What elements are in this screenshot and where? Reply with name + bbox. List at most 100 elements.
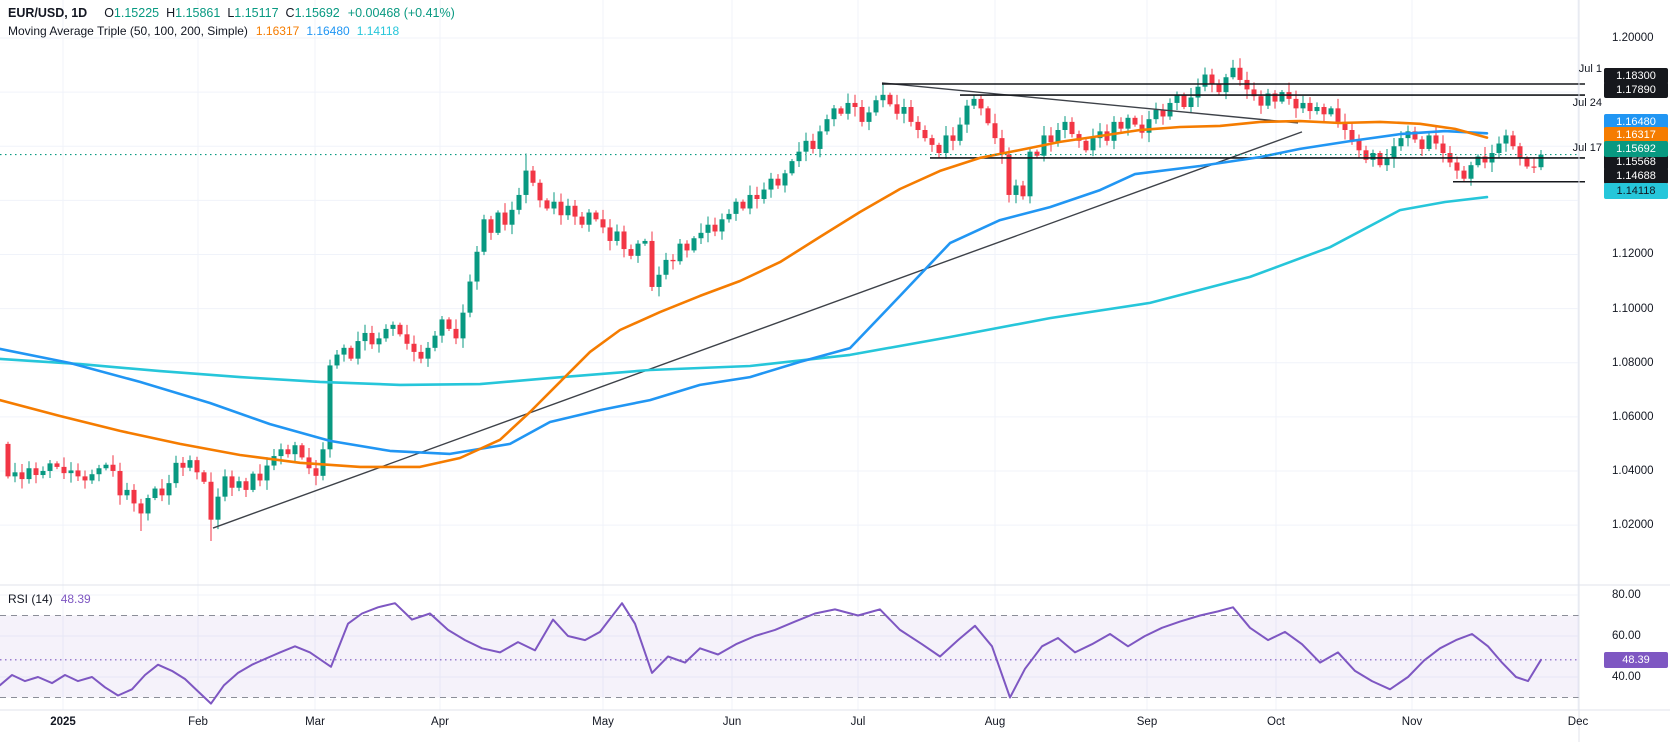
candle-body <box>1391 146 1397 159</box>
candle-body <box>698 232 704 239</box>
candle-body <box>1111 121 1117 141</box>
time-axis-label[interactable]: Feb <box>188 716 208 728</box>
candle-body <box>726 213 732 220</box>
candle-body <box>1475 156 1481 166</box>
symbol-title[interactable]: EUR/USD, 1D <box>8 6 88 20</box>
candle-body <box>656 274 662 287</box>
candle-body <box>467 281 473 313</box>
price-axis-label[interactable]: 1.12000 <box>1612 248 1654 261</box>
candle-body <box>929 138 935 145</box>
rsi-line[interactable] <box>0 602 1542 705</box>
candle-body <box>985 108 991 124</box>
candle-body <box>719 219 725 232</box>
price-axis-label[interactable]: 1.06000 <box>1612 410 1654 423</box>
candle-body <box>817 131 823 149</box>
time-axis-label[interactable]: Aug <box>984 716 1006 728</box>
candle-body <box>1167 102 1173 117</box>
candle-body <box>1461 170 1467 179</box>
candle-body <box>1307 102 1313 112</box>
ma-indicator-title[interactable]: Moving Average Triple (50, 100, 200, Sim… <box>8 24 248 38</box>
candle-body <box>600 219 606 228</box>
candle-body <box>1454 162 1460 171</box>
candle-body <box>103 464 109 469</box>
candle-body <box>1370 153 1376 160</box>
candle-body <box>145 498 151 514</box>
rsi-axis-label[interactable]: 40.00 <box>1612 671 1641 683</box>
candle-body <box>649 240 655 287</box>
candle-body <box>1510 135 1516 147</box>
candle-body <box>572 205 578 217</box>
time-axis-label[interactable]: Mar <box>305 716 325 728</box>
candle-body <box>236 481 242 488</box>
candle-body <box>278 449 284 457</box>
time-axis-label[interactable]: Apr <box>431 716 449 728</box>
candle-body <box>201 472 207 482</box>
candles-layer[interactable] <box>5 58 1544 542</box>
time-axis-label[interactable]: Nov <box>1401 716 1423 728</box>
candle-body <box>1398 138 1404 147</box>
ascending-trendline[interactable] <box>212 131 1303 529</box>
time-axis-label[interactable]: May <box>592 716 614 728</box>
rsi-axis-label[interactable]: 60.00 <box>1612 630 1641 642</box>
ma-line-ma100[interactable] <box>0 129 1489 456</box>
candle-body <box>1062 121 1068 131</box>
candle-body <box>1321 107 1327 115</box>
candle-body <box>635 243 641 256</box>
candle-body <box>894 104 900 114</box>
candle-body <box>1027 151 1033 197</box>
ma-price-badge: 1.14118 <box>1604 183 1668 199</box>
candle-body <box>1181 94 1187 108</box>
rsi-band <box>0 615 1579 698</box>
candle-body <box>425 347 431 359</box>
price-axis-label[interactable]: 1.04000 <box>1612 464 1654 477</box>
candle-body <box>1426 135 1432 149</box>
candle-body <box>1377 153 1383 166</box>
time-axis-label[interactable]: Oct <box>1267 716 1285 728</box>
candle-body <box>1468 165 1474 179</box>
time-axis-label[interactable]: Jul <box>850 716 866 728</box>
price-axis-label[interactable]: 1.02000 <box>1612 519 1654 532</box>
descending-trendline[interactable] <box>881 82 1299 124</box>
candle-body <box>1195 86 1201 98</box>
time-axis-label[interactable]: Jun <box>722 716 742 728</box>
price-level-badge: 1.18300 <box>1604 68 1668 84</box>
candle-body <box>243 481 249 490</box>
rsi-indicator-title[interactable]: RSI (14) <box>8 592 53 606</box>
candle-body <box>250 473 256 490</box>
candle-body <box>327 365 333 450</box>
price-level-badge: 1.15568 <box>1604 154 1668 170</box>
ma50-value: 1.16317 <box>255 24 300 38</box>
price-axis-label[interactable]: 1.10000 <box>1612 302 1654 315</box>
candle-body <box>159 488 165 496</box>
candle-body <box>383 328 389 339</box>
candle-body <box>1237 67 1243 80</box>
candle-body <box>453 328 459 339</box>
price-axis-label[interactable]: 1.20000 <box>1612 32 1654 44</box>
candle-body <box>565 205 571 216</box>
time-axis-label[interactable]: 2025 <box>50 716 76 728</box>
rsi-axis-label[interactable]: 80.00 <box>1612 589 1641 601</box>
candle-body <box>516 194 522 210</box>
rsi-band-fill <box>0 615 1579 698</box>
time-axis-label[interactable]: Sep <box>1136 716 1158 728</box>
trendlines-layer[interactable] <box>212 82 1303 529</box>
time-axis-label[interactable]: Dec <box>1567 716 1589 728</box>
candle-body <box>1293 98 1299 109</box>
candle-body <box>110 464 116 471</box>
candle-body <box>943 135 949 154</box>
candle-body <box>509 209 515 225</box>
price-axis-label[interactable]: 1.08000 <box>1612 356 1654 369</box>
ma-line-ma50[interactable] <box>0 119 1489 469</box>
change-value: +0.00468 (+0.41%) <box>347 6 455 20</box>
candle-body <box>628 249 634 256</box>
ma100-value: 1.16480 <box>306 24 350 38</box>
candle-body <box>1118 121 1124 129</box>
ma-line-ma200[interactable] <box>0 195 1489 387</box>
candle-body <box>75 470 81 477</box>
candle-body <box>733 201 739 214</box>
candle-body <box>390 324 396 329</box>
candle-body <box>712 224 718 232</box>
level-lines-layer[interactable] <box>882 83 1585 183</box>
candle-body <box>1538 154 1544 168</box>
